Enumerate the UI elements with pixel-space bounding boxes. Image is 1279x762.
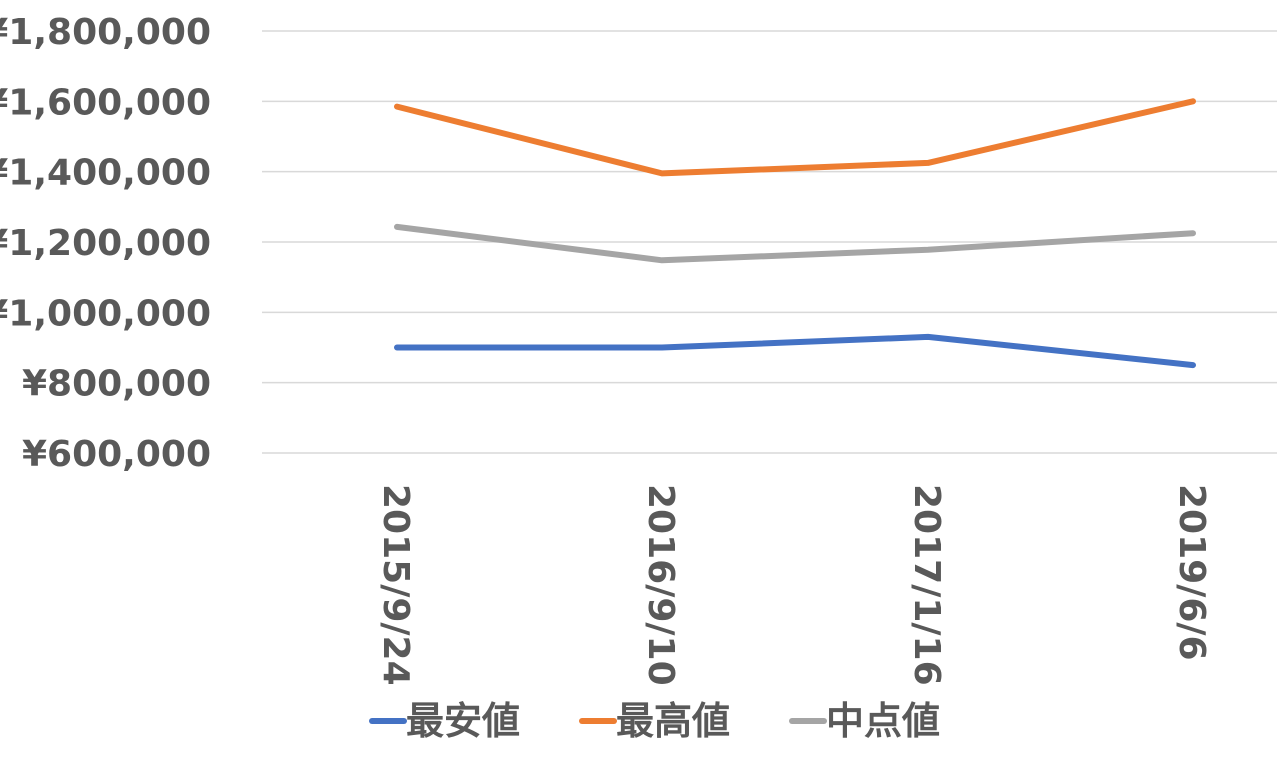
- x-tick-label: 2015/9/24: [375, 484, 416, 686]
- x-axis-tick-labels: 2015/9/24 2016/9/10 2017/1/16 2019/6/6: [375, 484, 1212, 686]
- legend-label: 中点値: [826, 699, 940, 743]
- legend-label: 最安値: [406, 699, 520, 743]
- legend-label: 最高値: [616, 699, 730, 743]
- y-tick-label: ¥1,200,000: [0, 223, 211, 264]
- y-tick-label: ¥800,000: [22, 364, 211, 405]
- x-tick-label: 2016/9/10: [640, 484, 681, 686]
- y-tick-label: ¥600,000: [22, 434, 211, 475]
- legend: 最安値 最高値 中点値: [369, 699, 940, 743]
- x-tick-label: 2019/6/6: [1171, 484, 1212, 661]
- y-tick-label: ¥1,000,000: [0, 293, 211, 334]
- y-axis-tick-labels: ¥600,000 ¥800,000 ¥1,000,000 ¥1,200,000 ¥1,4…: [0, 12, 211, 475]
- y-tick-label: ¥1,600,000: [0, 82, 211, 123]
- series-line-3: [394, 223, 1196, 264]
- y-tick-label: ¥1,400,000: [0, 153, 211, 194]
- series-line-2: [394, 98, 1196, 177]
- series-line-1: [394, 333, 1196, 369]
- series-lines: [394, 98, 1196, 369]
- y-tick-label: ¥1,800,000: [0, 12, 211, 53]
- x-tick-label: 2017/1/16: [906, 484, 947, 686]
- gridlines: [262, 30, 1277, 454]
